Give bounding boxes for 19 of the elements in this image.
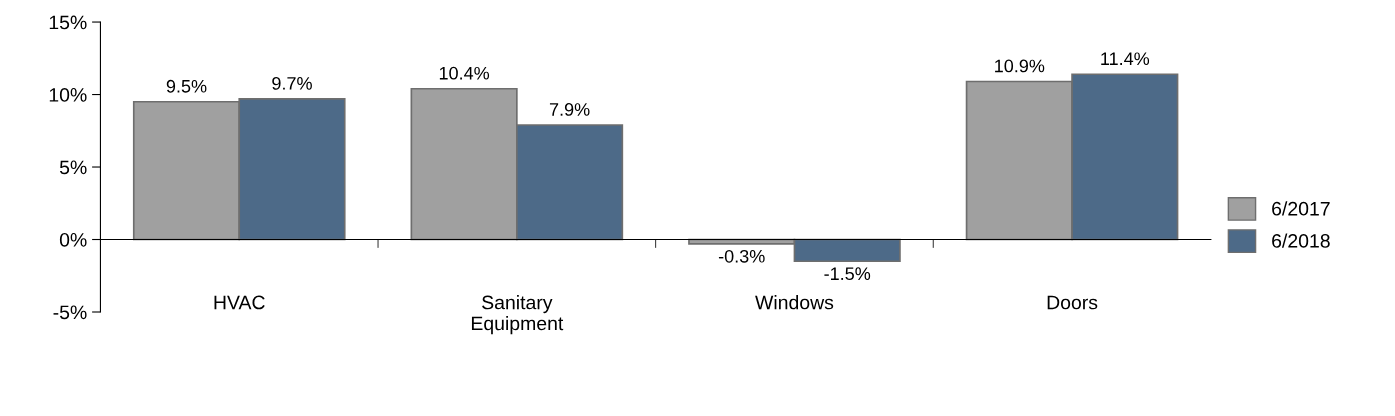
data-label: -1.5%: [824, 267, 871, 281]
x-tick-label: HVAC: [214, 295, 265, 310]
data-label: -0.3%: [718, 249, 765, 263]
data-label: 10.9%: [995, 59, 1045, 73]
x-tick-label: Sanitary Equipment: [471, 295, 564, 335]
data-label: 7.9%: [549, 103, 590, 116]
y-tick-label: -5%: [53, 305, 87, 320]
y-tick-label: 5%: [59, 160, 87, 175]
y-tick-label: 15%: [49, 15, 87, 30]
y-tick-label: 0%: [59, 232, 87, 247]
legend-label: 6/2018: [1272, 233, 1330, 248]
data-label: 9.5%: [166, 79, 207, 93]
data-label: 10.4%: [439, 66, 490, 80]
data-label: 11.4%: [1101, 52, 1150, 66]
x-tick-label: Windows: [755, 295, 834, 310]
y-tick-label: 10%: [49, 88, 87, 102]
legend-label: 6/2017: [1272, 201, 1330, 216]
data-label: 9.7%: [272, 76, 312, 90]
x-tick-label: Doors: [1047, 295, 1098, 310]
